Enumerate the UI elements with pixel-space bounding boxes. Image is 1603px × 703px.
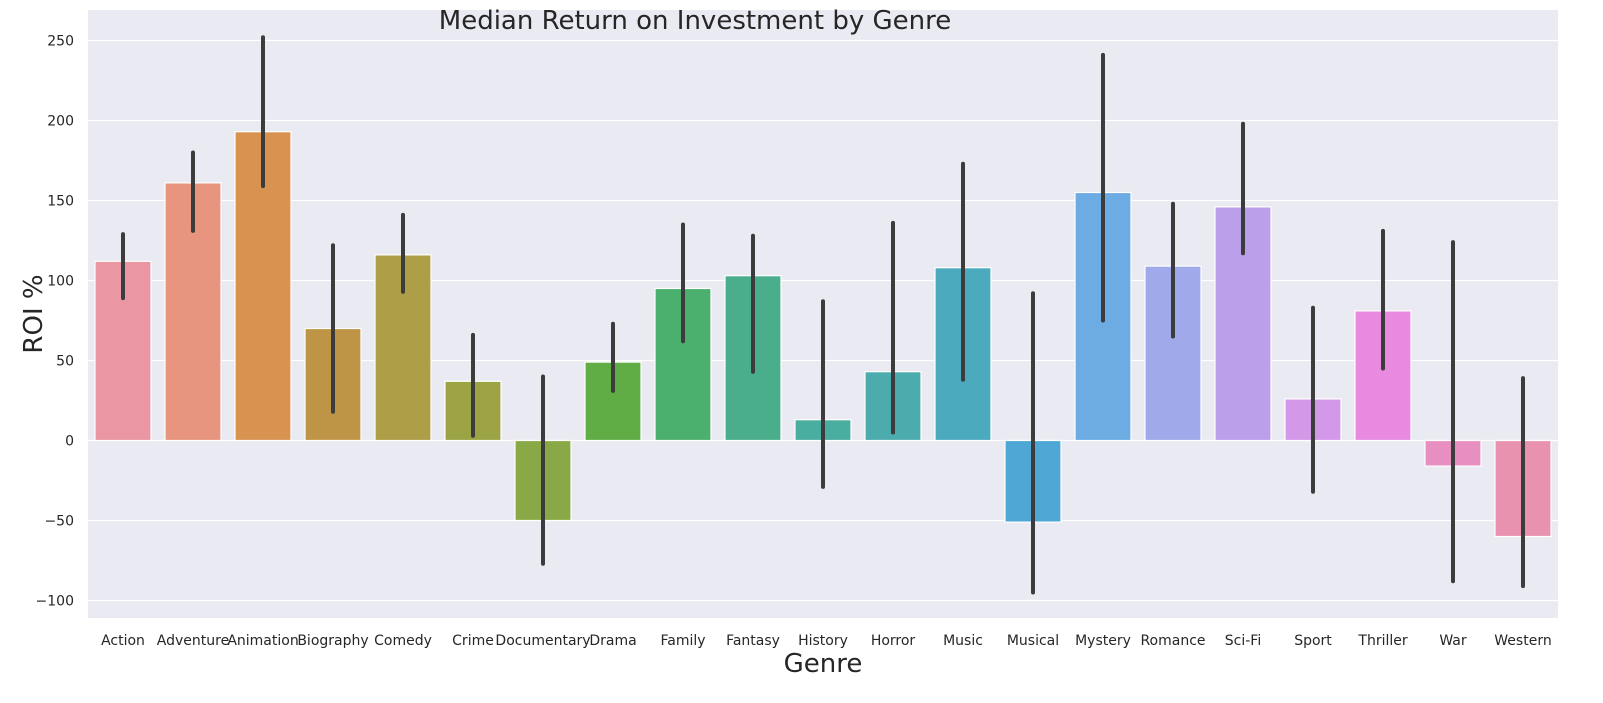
x-tick-label: Documentary (495, 633, 590, 649)
x-tick-label: Action (101, 633, 145, 649)
x-tick-label: Crime (452, 633, 494, 649)
y-tick-label: −100 (36, 594, 74, 610)
y-tick-label: 100 (47, 274, 74, 290)
error-bars (121, 35, 1525, 595)
x-tick-label: Drama (589, 633, 636, 649)
x-tick-label: War (1439, 633, 1467, 649)
x-tick-label: Comedy (374, 633, 432, 649)
x-tick-label: Sport (1294, 633, 1332, 649)
x-tick-label: Biography (297, 633, 368, 649)
y-tick-label: 200 (47, 114, 74, 130)
x-tick-label: Sci-Fi (1225, 633, 1261, 649)
x-tick-label: Western (1494, 633, 1551, 649)
x-tick-label: Thriller (1357, 633, 1407, 649)
x-axis-label: Genre (784, 649, 863, 679)
x-tick-label: Fantasy (726, 633, 780, 649)
y-tick-labels: 250 200 150 100 50 0 −50 −100 (36, 34, 74, 610)
y-axis-label: ROI % (19, 274, 49, 353)
chart-title: Median Return on Investment by Genre (439, 6, 951, 36)
x-tick-label: Family (660, 633, 705, 649)
x-tick-label: Music (943, 633, 983, 649)
x-tick-label: Mystery (1075, 633, 1131, 649)
x-tick-label: Horror (871, 633, 916, 649)
x-tick-label: History (798, 633, 848, 649)
x-tick-label: Musical (1007, 633, 1059, 649)
y-tick-label: 250 (47, 34, 74, 50)
x-tick-label: Romance (1140, 633, 1205, 649)
y-tick-label: 0 (65, 434, 74, 450)
y-tick-label: 50 (56, 354, 74, 370)
x-tick-label: Adventure (157, 633, 229, 649)
x-tick-label: Animation (227, 633, 298, 649)
y-tick-label: −50 (44, 514, 74, 530)
y-tick-label: 150 (47, 194, 74, 210)
